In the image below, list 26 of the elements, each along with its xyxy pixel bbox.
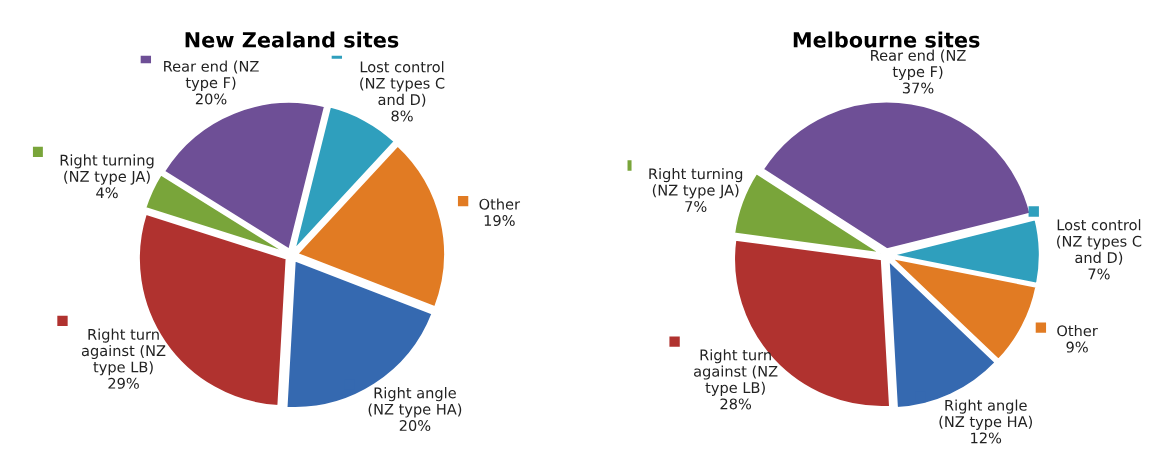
data-label: 9% bbox=[1066, 341, 1088, 353]
data-label: 20% bbox=[195, 93, 227, 105]
data-label: 8% bbox=[391, 110, 413, 122]
data-label: 7% bbox=[685, 200, 707, 212]
slice-label: Right angle (NZ type HA) bbox=[368, 387, 462, 418]
slice-label: Rear end (NZ type F) bbox=[871, 49, 966, 80]
chart-title: Melbourne sites bbox=[793, 31, 980, 48]
data-label: 7% bbox=[1088, 268, 1110, 280]
data-label: 20% bbox=[399, 420, 431, 432]
slice-label: Right angle (NZ type HA) bbox=[939, 399, 1032, 430]
slice-label: Right turning (NZ type JA) bbox=[649, 168, 743, 199]
slice-label: Rear end (NZ type F) bbox=[164, 60, 259, 91]
chart-title: New Zealand sites bbox=[185, 31, 399, 48]
legend-label: Other bbox=[1057, 325, 1098, 337]
slice-label: Right turning (NZ type JA) bbox=[60, 154, 154, 185]
slice-label: Lost control (NZ types C and D) bbox=[1057, 219, 1142, 265]
data-label: 4% bbox=[96, 187, 118, 199]
data-label: 19% bbox=[484, 215, 515, 227]
legend-label: Other bbox=[479, 198, 521, 210]
data-label: 12% bbox=[971, 432, 1002, 444]
slice-label: Right turn against (NZ type LB) bbox=[81, 328, 166, 376]
data-label: 37% bbox=[902, 82, 934, 94]
slice-label: Lost control (NZ types C and D) bbox=[360, 61, 445, 107]
data-label: 29% bbox=[108, 377, 139, 389]
data-label: 28% bbox=[720, 398, 752, 410]
slice-label: Right turn against (NZ type LB) bbox=[694, 349, 778, 396]
